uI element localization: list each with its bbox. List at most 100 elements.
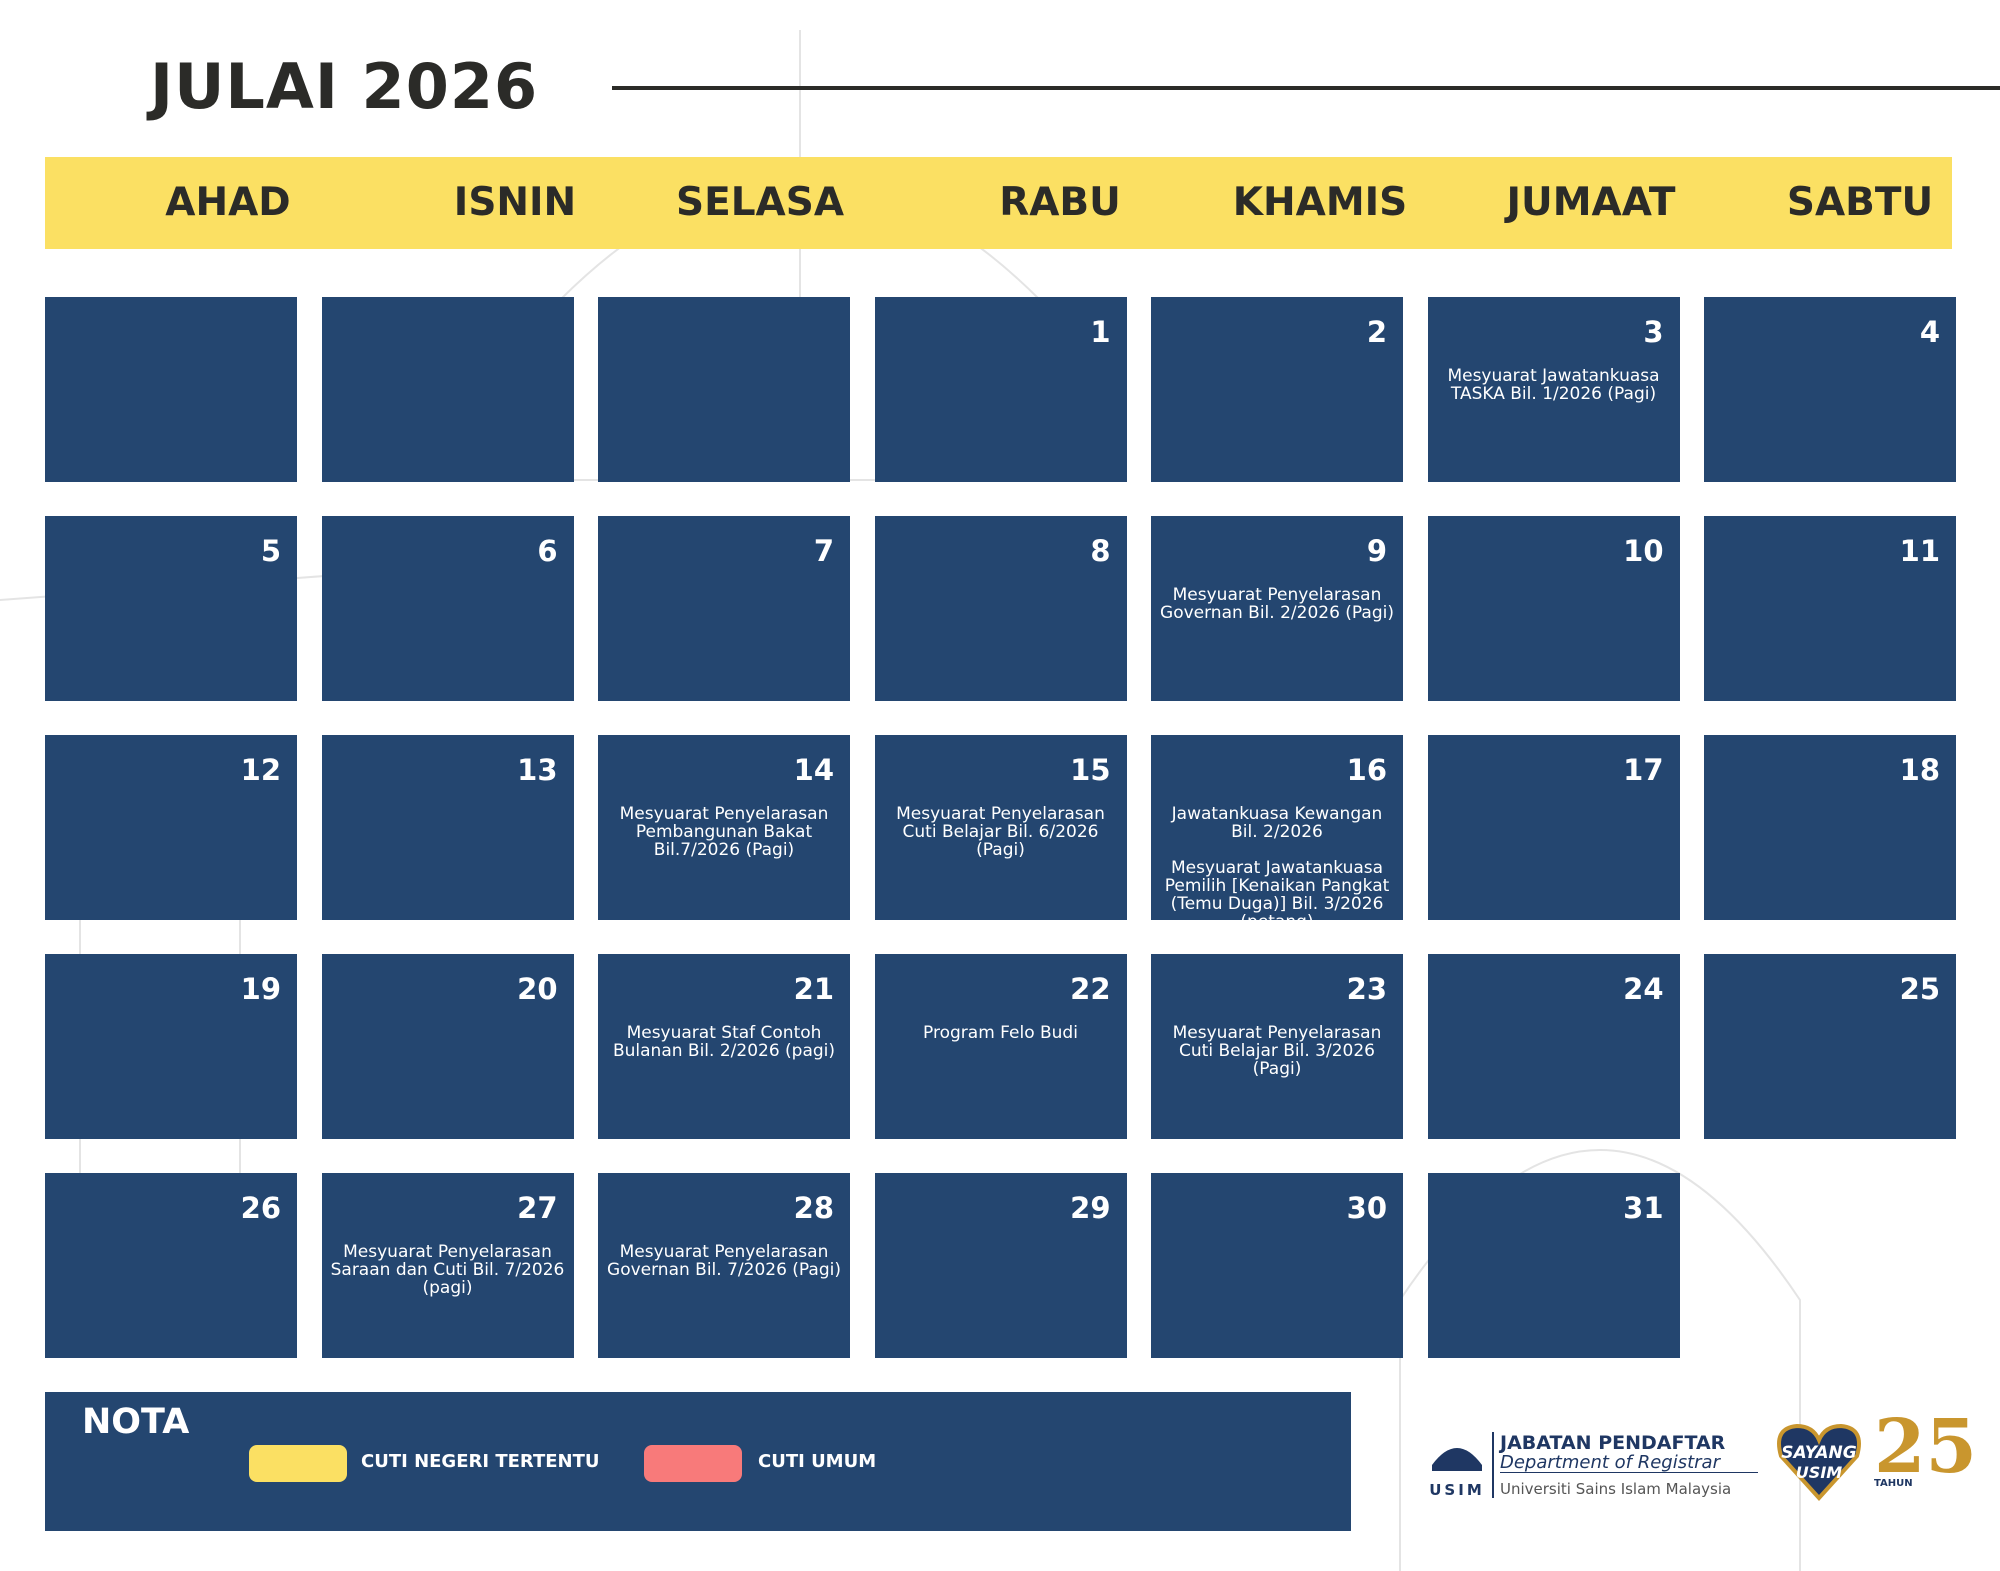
day-number: 30 xyxy=(1346,1191,1387,1225)
day-cell: 11 xyxy=(1704,516,1956,701)
event: Jawatankuasa Kewangan Bil. 2/2026 xyxy=(1171,804,1383,842)
weekday: KHAMIS xyxy=(1232,180,1408,225)
event: Mesyuarat Penyelarasan Saraan dan Cuti B… xyxy=(330,1242,565,1298)
day-number: 7 xyxy=(813,534,834,568)
day-cell: 18 xyxy=(1704,735,1956,920)
sayang-badge: SAYANG USIM xyxy=(1777,1423,1861,1501)
day-number: 11 xyxy=(1899,534,1940,568)
events: Program Felo Budi xyxy=(883,1024,1119,1042)
department: JABATAN PENDAFTAR xyxy=(1500,1432,1726,1454)
day-number: 28 xyxy=(793,1191,834,1225)
day-cell: 26 xyxy=(45,1173,297,1358)
day-cell: 30 xyxy=(1151,1173,1403,1358)
day-cell: 1 xyxy=(874,297,1127,482)
day-number: 1 xyxy=(1090,315,1111,349)
day-number: 8 xyxy=(1090,534,1111,568)
usim-emblem: USIM xyxy=(1429,1448,1485,1499)
event: Mesyuarat Staf Contoh Bulanan Bil. 2/202… xyxy=(612,1023,836,1061)
day-number: 23 xyxy=(1346,972,1387,1006)
day-cell: 5 xyxy=(45,516,297,701)
day-cell: 16 Jawatankuasa Kewangan Bil. 2/2026 Mesyu… xyxy=(1151,735,1403,931)
day-number: 29 xyxy=(1070,1191,1111,1225)
day-number: 22 xyxy=(1070,972,1111,1006)
title-rule xyxy=(612,86,2000,90)
day-cell: 9 Mesyuarat Penyelarasan Governan Bil. 2/… xyxy=(1151,516,1403,701)
day-cell: 12 xyxy=(45,735,297,920)
event: Mesyuarat Penyelarasan Cuti Belajar Bil.… xyxy=(896,804,1105,860)
day-cell: 21 Mesyuarat Staf Contoh Bulanan Bil. 2/2… xyxy=(598,954,850,1139)
day-cell: 24 xyxy=(1427,954,1680,1139)
day-number: 26 xyxy=(240,1191,281,1225)
title: JULAI 2026 xyxy=(150,50,539,123)
badge-bottom: USIM xyxy=(1796,1463,1842,1482)
legend-swatch xyxy=(249,1445,347,1482)
day-cell: 6 xyxy=(321,516,574,701)
day-number: 15 xyxy=(1070,753,1111,787)
day-number: 19 xyxy=(240,972,281,1006)
legend-label: CUTI UMUM xyxy=(758,1451,877,1472)
day-number: 25 xyxy=(1899,972,1940,1006)
day-number: 31 xyxy=(1623,1191,1664,1225)
day-cell: 3 Mesyuarat Jawatankuasa TASKA Bil. 1/202… xyxy=(1427,297,1680,482)
day-number: 9 xyxy=(1366,534,1387,568)
badge-top: SAYANG xyxy=(1781,1443,1857,1463)
empty-cell xyxy=(45,297,297,482)
event: Mesyuarat Penyelarasan Pembangunan Bakat… xyxy=(619,804,829,860)
day-number: 17 xyxy=(1623,753,1664,787)
day-number: 18 xyxy=(1899,753,1940,787)
day-number: 10 xyxy=(1623,534,1664,568)
events: Mesyuarat Penyelarasan Pembangunan Bakat… xyxy=(606,805,842,859)
notes-title: NOTA xyxy=(82,1402,190,1442)
day-cell: 2 xyxy=(1151,297,1403,482)
events: Mesyuarat Penyelarasan Governan Bil. 2/2… xyxy=(1159,586,1395,622)
day-number: 3 xyxy=(1643,315,1664,349)
weekday: ISNIN xyxy=(453,180,577,225)
weekday: RABU xyxy=(999,180,1121,225)
day-number: 6 xyxy=(537,534,558,568)
weekday: AHAD xyxy=(165,180,291,225)
day-number: 12 xyxy=(240,753,281,787)
day-number: 5 xyxy=(260,534,281,568)
divider xyxy=(1500,1472,1758,1473)
event: Mesyuarat Jawatankuasa Pemilih [Kenaikan… xyxy=(1164,858,1390,932)
day-number: 14 xyxy=(793,753,834,787)
empty-cell xyxy=(321,297,574,482)
day-cell: 22 Program Felo Budi xyxy=(874,954,1127,1139)
events: Mesyuarat Penyelarasan Cuti Belajar Bil.… xyxy=(1159,1024,1395,1078)
event: Program Felo Budi xyxy=(923,1023,1078,1043)
event: Mesyuarat Penyelarasan Governan Bil. 7/2… xyxy=(607,1242,841,1280)
day-cell: 31 xyxy=(1427,1173,1680,1358)
day-cell: 17 xyxy=(1427,735,1680,920)
day-number: 16 xyxy=(1346,753,1387,787)
events: Mesyuarat Penyelarasan Saraan dan Cuti B… xyxy=(330,1243,566,1297)
day-cell: 19 xyxy=(45,954,297,1139)
weekday: SABTU xyxy=(1786,180,1934,225)
empty-cell xyxy=(598,297,850,482)
day-cell: 29 xyxy=(874,1173,1127,1358)
day-cell: 4 xyxy=(1704,297,1956,482)
event: Mesyuarat Penyelarasan Governan Bil. 2/2… xyxy=(1160,585,1394,623)
emblem-text: USIM xyxy=(1429,1481,1485,1499)
events: Jawatankuasa Kewangan Bil. 2/2026 Mesyuar… xyxy=(1159,805,1395,931)
day-number: 4 xyxy=(1919,315,1940,349)
day-number: 21 xyxy=(793,972,834,1006)
events: Mesyuarat Staf Contoh Bulanan Bil. 2/202… xyxy=(606,1024,842,1060)
day-cell: 10 xyxy=(1427,516,1680,701)
weekday: SELASA xyxy=(675,180,845,225)
day-cell: 15 Mesyuarat Penyelarasan Cuti Belajar Bi… xyxy=(874,735,1127,920)
divider xyxy=(1492,1432,1494,1498)
legend-swatch xyxy=(644,1445,742,1482)
day-cell: 28 Mesyuarat Penyelarasan Governan Bil. 7… xyxy=(598,1173,850,1358)
day-cell: 20 xyxy=(321,954,574,1139)
department-en: Department of Registrar xyxy=(1500,1452,1720,1473)
anniversary: 25 xyxy=(1874,1404,1977,1490)
day-cell: 14 Mesyuarat Penyelarasan Pembangunan Bak… xyxy=(598,735,850,920)
university: Universiti Sains Islam Malaysia xyxy=(1500,1480,1732,1498)
day-cell: 27 Mesyuarat Penyelarasan Saraan dan Cuti… xyxy=(321,1173,574,1358)
day-number: 13 xyxy=(517,753,558,787)
day-cell: 7 xyxy=(598,516,850,701)
weekday: JUMAAT xyxy=(1506,180,1676,225)
events: Mesyuarat Penyelarasan Governan Bil. 7/2… xyxy=(606,1243,842,1279)
event: Mesyuarat Jawatankuasa TASKA Bil. 1/2026… xyxy=(1447,366,1660,404)
